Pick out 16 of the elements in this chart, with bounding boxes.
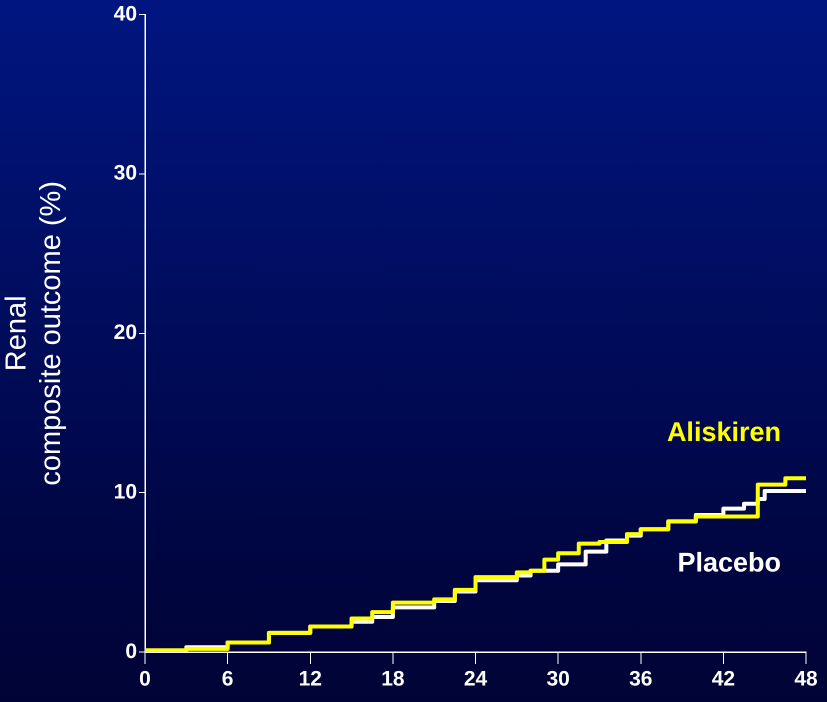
x-tick-label: 30	[546, 667, 570, 690]
x-tick-label: 48	[794, 667, 818, 690]
y-tick-label: 40	[114, 2, 137, 26]
x-tick-label: 36	[629, 667, 652, 690]
y-tick-label: 30	[114, 162, 137, 185]
y-axis-title: Renal composite outcome (%)	[0, 180, 68, 486]
x-tick-label: 24	[464, 667, 488, 690]
series-label: Placebo	[677, 548, 781, 578]
y-tick-label: 10	[114, 480, 137, 504]
series-label: Aliskiren	[666, 416, 781, 447]
x-tick-label: 18	[381, 667, 405, 690]
x-tick-label: 12	[298, 667, 322, 690]
y-tick-label: 20	[114, 321, 137, 344]
x-tick-label: 42	[712, 667, 736, 690]
y-tick-label: 0	[125, 640, 137, 663]
x-tick-label: 6	[222, 667, 234, 690]
